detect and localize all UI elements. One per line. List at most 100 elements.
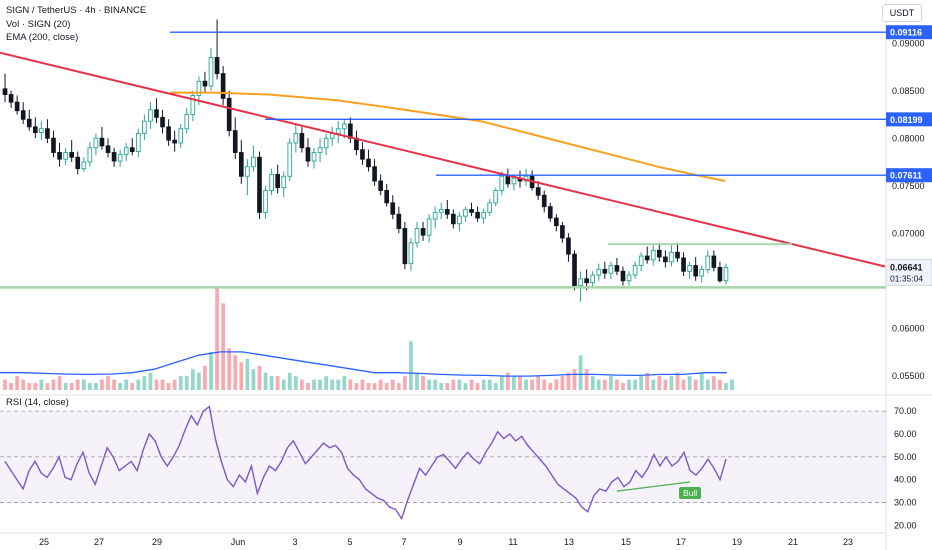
candle-body xyxy=(293,133,299,144)
candle-body xyxy=(596,268,602,276)
volume-bar xyxy=(257,365,262,390)
candle-body xyxy=(663,256,668,263)
candle-body xyxy=(99,137,105,147)
candle-body xyxy=(699,268,705,277)
candle-body xyxy=(457,215,462,225)
candle-body xyxy=(584,278,589,284)
candle xyxy=(396,206,402,234)
candle-body xyxy=(572,253,577,286)
candle xyxy=(366,149,371,172)
candle-body xyxy=(341,123,347,130)
candle xyxy=(638,252,644,272)
volume-bar xyxy=(354,383,359,390)
candle xyxy=(451,209,456,229)
candle xyxy=(329,126,335,146)
candle-body xyxy=(372,166,377,182)
volume-bar xyxy=(451,379,456,390)
price-level-badge-label: 0.09116 xyxy=(890,28,922,38)
candle-body xyxy=(614,265,620,272)
candle xyxy=(705,250,711,274)
candle-body xyxy=(142,120,147,134)
volume-bar xyxy=(639,376,644,390)
volume-bar xyxy=(675,372,680,390)
candle xyxy=(293,124,299,153)
candle xyxy=(311,147,317,169)
candle-body xyxy=(487,202,493,213)
candle xyxy=(572,250,577,291)
candle-body xyxy=(469,209,474,213)
rsi-tick-label: 20.00 xyxy=(894,520,917,530)
currency-button[interactable]: USDT xyxy=(882,4,922,22)
candle xyxy=(32,117,38,139)
candle-body xyxy=(105,145,111,153)
candle-body xyxy=(287,142,293,177)
candle xyxy=(620,266,626,286)
volume-bar xyxy=(75,379,80,390)
candle-body xyxy=(160,116,165,128)
volume-bar xyxy=(251,369,256,390)
price-level-badge xyxy=(886,112,932,127)
candle-body xyxy=(51,137,56,153)
price-level-badge xyxy=(886,25,932,40)
candle-body xyxy=(81,161,87,170)
candle xyxy=(269,168,274,196)
candle xyxy=(45,119,50,143)
candle xyxy=(238,140,244,184)
volume-bar xyxy=(312,379,316,390)
rsi-legend: RSI (14, close) xyxy=(6,397,69,408)
volume-bar xyxy=(657,376,662,390)
volume-bar xyxy=(718,379,722,390)
candle xyxy=(711,250,717,272)
volume-bar xyxy=(730,379,734,390)
time-tick-label: 7 xyxy=(401,537,406,547)
volume-bar xyxy=(548,383,553,390)
candle xyxy=(20,102,26,124)
candle xyxy=(384,183,390,207)
candle xyxy=(663,250,668,268)
candle xyxy=(105,138,111,158)
candle xyxy=(481,208,486,224)
candle xyxy=(142,114,147,141)
candle-body xyxy=(135,133,141,152)
candle-body xyxy=(675,251,680,259)
candle xyxy=(263,185,268,219)
volume-bar xyxy=(142,376,147,390)
candle-body xyxy=(432,211,438,220)
volume-bar xyxy=(160,379,165,390)
price-tick-label: 0.05500 xyxy=(892,371,925,381)
volume-bar xyxy=(724,383,728,390)
time-tick-label: 27 xyxy=(94,537,104,547)
candle xyxy=(39,121,44,141)
candle xyxy=(63,147,68,165)
candle xyxy=(554,214,559,232)
volume-bar xyxy=(57,376,62,390)
volume-bar xyxy=(378,379,383,390)
candle-body xyxy=(257,156,262,213)
volume-bar xyxy=(306,383,310,390)
candle xyxy=(2,73,8,103)
volume-bar xyxy=(366,383,371,390)
candle xyxy=(687,261,692,279)
candle xyxy=(505,168,511,188)
candle xyxy=(160,109,165,134)
volume-bar xyxy=(463,383,468,390)
volume-bar xyxy=(293,376,298,390)
volume-bar xyxy=(21,379,26,390)
volume-bar xyxy=(269,376,274,390)
price-tick-label: 0.08000 xyxy=(892,133,925,143)
candle xyxy=(8,90,14,108)
candle-body xyxy=(214,57,220,75)
candle-body xyxy=(463,209,468,217)
time-tick-label: 29 xyxy=(152,537,162,547)
candle xyxy=(81,157,87,172)
candle-body xyxy=(608,265,614,274)
volume-bar xyxy=(184,376,189,390)
candle-body xyxy=(305,147,311,162)
volume-bar xyxy=(669,376,674,390)
volume-bar xyxy=(300,379,304,390)
volume-bar xyxy=(221,303,226,390)
time-tick-label: 23 xyxy=(843,537,853,547)
candle xyxy=(444,200,450,219)
candle xyxy=(602,261,608,279)
